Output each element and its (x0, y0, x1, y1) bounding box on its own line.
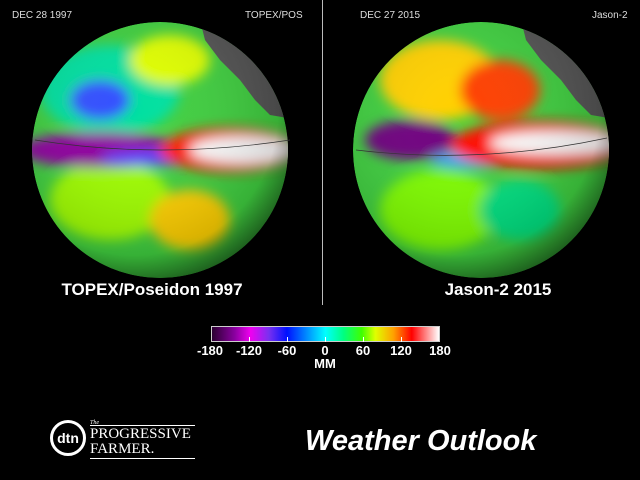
colorbar-tick: -180 (196, 343, 224, 358)
left-satellite: TOPEX/POS (245, 10, 303, 21)
right-satellite: Jason-2 (592, 10, 628, 21)
left-title: TOPEX/Poseidon 1997 (61, 280, 243, 299)
footer-title: Weather Outlook (305, 425, 537, 457)
colorbar-tick: 180 (429, 343, 451, 358)
colorbar-unit: MM (314, 356, 336, 371)
left-date: DEC 28 1997 (12, 10, 73, 21)
globe-2015 (353, 22, 609, 278)
globes (32, 22, 609, 278)
dtn-mark: dtn (50, 420, 86, 456)
divider (322, 0, 323, 305)
right-date: DEC 27 2015 (360, 10, 421, 21)
colorbar-tick: 0 (321, 343, 329, 358)
colorbar-tick: -60 (277, 343, 297, 358)
right-title: Jason-2 2015 (444, 280, 552, 299)
colorbar-tick: -120 (235, 343, 263, 358)
colorbar-tick: 120 (390, 343, 412, 358)
colorbar-tick: 60 (355, 343, 371, 358)
globe-1997 (32, 22, 288, 278)
